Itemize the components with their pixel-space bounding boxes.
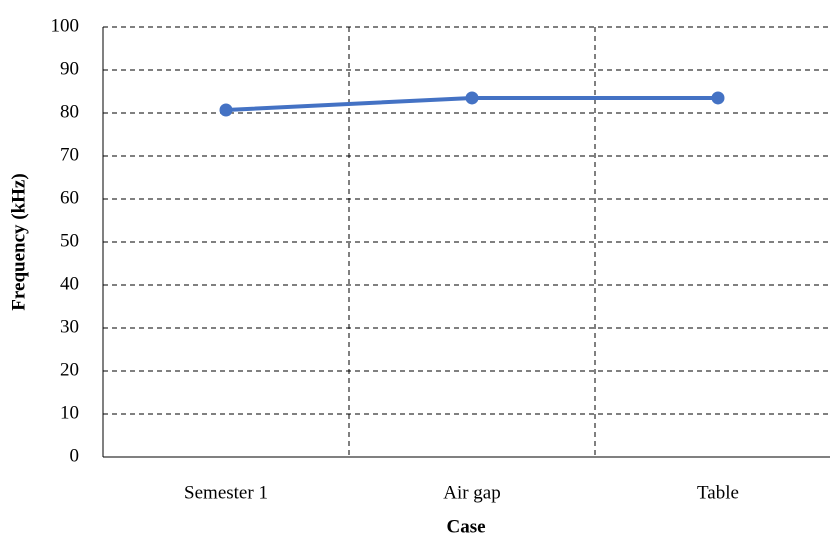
x-tick-label: Semester 1	[184, 482, 268, 503]
y-tick-label: 10	[60, 402, 79, 423]
y-tick-label: 40	[60, 273, 79, 294]
x-tick-label: Air gap	[443, 482, 501, 503]
y-axis-label: Frequency (kHz)	[8, 173, 29, 310]
point	[219, 103, 233, 117]
y-tick-label: 30	[60, 316, 79, 337]
point	[465, 91, 479, 105]
y-tick-label: 0	[70, 445, 80, 466]
y-tick-label: 20	[60, 359, 79, 380]
x-axis-label: Case	[446, 516, 485, 537]
y-tick-label: 80	[60, 101, 79, 122]
y-tick-label: 70	[60, 144, 79, 165]
x-tick-label: Table	[697, 482, 739, 503]
y-tick-label: 50	[60, 230, 79, 251]
y-tick-label: 90	[60, 58, 79, 79]
point	[711, 91, 725, 105]
y-tick-label: 100	[51, 15, 80, 36]
y-tick-label: 60	[60, 187, 79, 208]
